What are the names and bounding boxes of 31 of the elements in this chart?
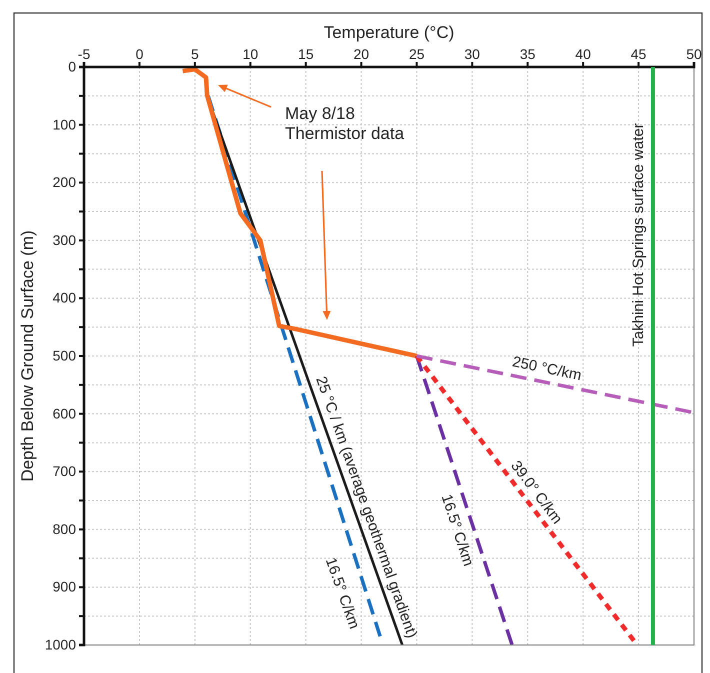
x-tick-label: 10 <box>242 46 258 62</box>
y-tick-label: 0 <box>68 58 76 74</box>
ref-line-label: Takhini Hot Springs surface water <box>630 123 647 347</box>
annotation: 16.5° C/km <box>438 492 477 568</box>
x-axis-title: Temperature (°C) <box>324 23 454 42</box>
y-tick-label: 700 <box>52 463 76 480</box>
y-axis-title: Depth Below Ground Surface (m) <box>18 230 37 482</box>
x-tick-label: 20 <box>353 46 370 62</box>
annotation: 16.5° C/km <box>322 555 363 632</box>
annotation: May 8/18 Thermistor data <box>285 104 405 144</box>
x-tick-label: -5 <box>78 46 90 62</box>
x-tick-label: 15 <box>298 46 314 62</box>
y-tick-label: 200 <box>52 174 76 190</box>
x-tick-label: 35 <box>520 46 536 62</box>
y-tick-label: 600 <box>52 405 76 422</box>
x-tick-label: 50 <box>686 46 702 62</box>
y-tick-label: 900 <box>52 578 76 595</box>
x-tick-label: 40 <box>575 46 592 62</box>
y-tick-label: 300 <box>52 232 76 248</box>
x-tick-label: 45 <box>630 46 647 62</box>
annotation: 250 °C/km <box>510 353 583 384</box>
y-tick-label: 500 <box>52 347 76 364</box>
y-tick-label: 400 <box>52 290 76 306</box>
y-tick-label: 100 <box>52 116 76 132</box>
line-series <box>180 67 419 358</box>
x-tick-label: 5 <box>191 46 200 62</box>
x-tick-label: 30 <box>464 46 480 62</box>
y-tick-label: 800 <box>52 520 76 537</box>
y-tick-label: 1000 <box>44 636 76 652</box>
x-tick-label: 25 <box>408 46 425 62</box>
x-tick-label: 0 <box>136 46 144 62</box>
